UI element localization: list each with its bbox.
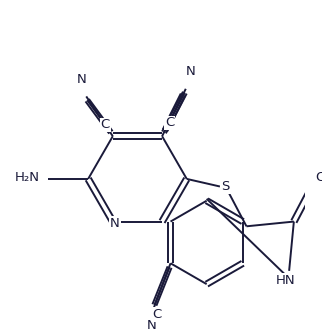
Text: O: O (315, 172, 322, 185)
Text: S: S (222, 180, 230, 193)
Text: C: C (153, 308, 162, 321)
Text: N: N (186, 65, 195, 78)
Text: N: N (147, 319, 156, 332)
Text: C: C (165, 117, 174, 129)
Text: H₂N: H₂N (15, 171, 40, 184)
Text: HN: HN (276, 274, 295, 287)
Text: N: N (77, 73, 86, 86)
Text: C: C (100, 118, 110, 131)
Text: N: N (110, 217, 119, 230)
